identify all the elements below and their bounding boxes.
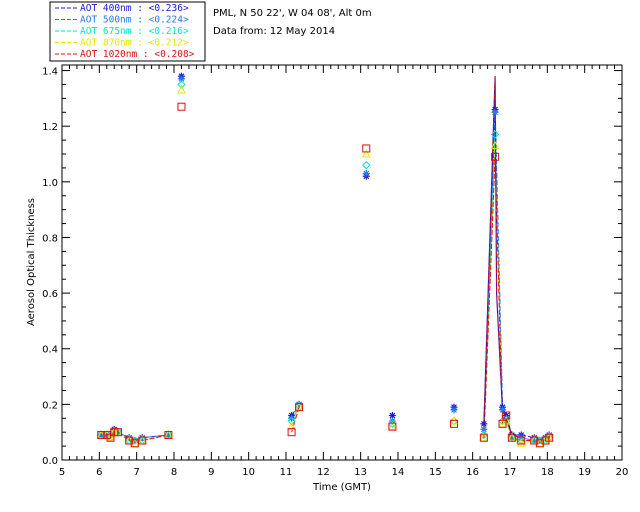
data-point [530,436,539,445]
data-point [388,422,397,431]
data-point [450,406,458,414]
x-tick-label: 8 [171,467,177,478]
x-tick-label: 5 [59,467,65,478]
data-point [138,436,147,445]
data-point [388,411,396,419]
data-point [177,80,186,89]
series-lines [101,76,550,444]
data-point [507,433,516,442]
series-line [291,406,300,433]
site-title: PML, N 50 22', W 04 08', Alt 0m [213,8,372,19]
data-point [287,421,296,431]
y-axis-label: Aerosol Optical Thickness [26,198,37,326]
y-tick-label: 1.4 [42,67,58,78]
data-point [295,403,304,412]
data-point [502,411,511,420]
legend-entry: AOT 500nm : <0.224> [80,15,189,26]
data-point [362,169,370,177]
x-tick-label: 11 [280,467,293,478]
data-point [491,108,499,116]
data-point [545,433,554,442]
x-tick-label: 20 [616,467,629,478]
data-point [516,438,526,447]
x-tick-label: 19 [578,467,591,478]
legend-entry: AOT 675nm : <0.216> [80,26,189,37]
data-point [362,160,371,170]
y-tick-label: 0.2 [42,400,58,411]
data-point [295,400,303,408]
data-point [480,425,488,433]
series-line [101,428,169,442]
data-point [479,433,488,442]
data-point [287,416,296,426]
series-markers [96,72,554,448]
x-tick-label: 16 [466,467,479,478]
x-tick-label: 9 [208,467,214,478]
date-subtitle: Data from: 12 May 2014 [213,26,335,37]
y-tick-label: 0.8 [42,233,58,244]
y-tick-label: 1.0 [42,178,58,189]
x-tick-label: 13 [354,467,367,478]
series-line [483,134,550,441]
x-tick-label: 6 [96,467,102,478]
data-point [362,144,371,153]
data-point [361,148,371,158]
x-tick-label: 18 [541,467,554,478]
data-point [388,421,397,431]
data-point [498,419,507,428]
data-point [490,140,500,150]
x-tick-label: 7 [133,467,139,478]
x-axis-label: Time (GMT) [312,482,371,493]
y-tick-label: 0.4 [42,345,58,356]
data-point [177,102,186,111]
y-tick-label: 0.0 [42,456,58,467]
data-point [125,436,134,445]
data-point [535,439,544,448]
legend-entry: AOT 400nm : <0.236> [80,3,189,14]
data-point [490,130,500,139]
x-tick-label: 14 [392,467,405,478]
y-tick-label: 0.6 [42,289,58,300]
x-tick-label: 10 [242,467,255,478]
spike-line-red [483,76,522,439]
data-point [517,436,526,445]
data-point [287,428,296,437]
x-tick-label: 15 [429,467,442,478]
data-point [177,84,186,94]
data-point [288,414,296,422]
data-point [114,428,122,437]
data-point [450,419,458,428]
legend-entry: AOT 870nm : <0.212> [80,38,189,49]
series-line [483,156,550,444]
data-point [97,430,106,439]
x-tick-label: 12 [317,467,330,478]
plot-frame [61,64,623,461]
x-tick-label: 17 [504,467,517,478]
data-point [164,430,173,439]
axis-ticks: 5 6 7 8 9 10 11 12 13 14 15 16 17 18 19 20 0.0 0.2 0.4 0.6 0… [42,65,628,478]
legend: AOT 400nm : <0.236>AOT 500nm : <0.224>AO… [55,3,195,60]
y-tick-label: 1.2 [42,122,58,133]
legend-entry: AOT 1020nm : <0.208> [80,49,195,60]
data-point [491,152,500,161]
